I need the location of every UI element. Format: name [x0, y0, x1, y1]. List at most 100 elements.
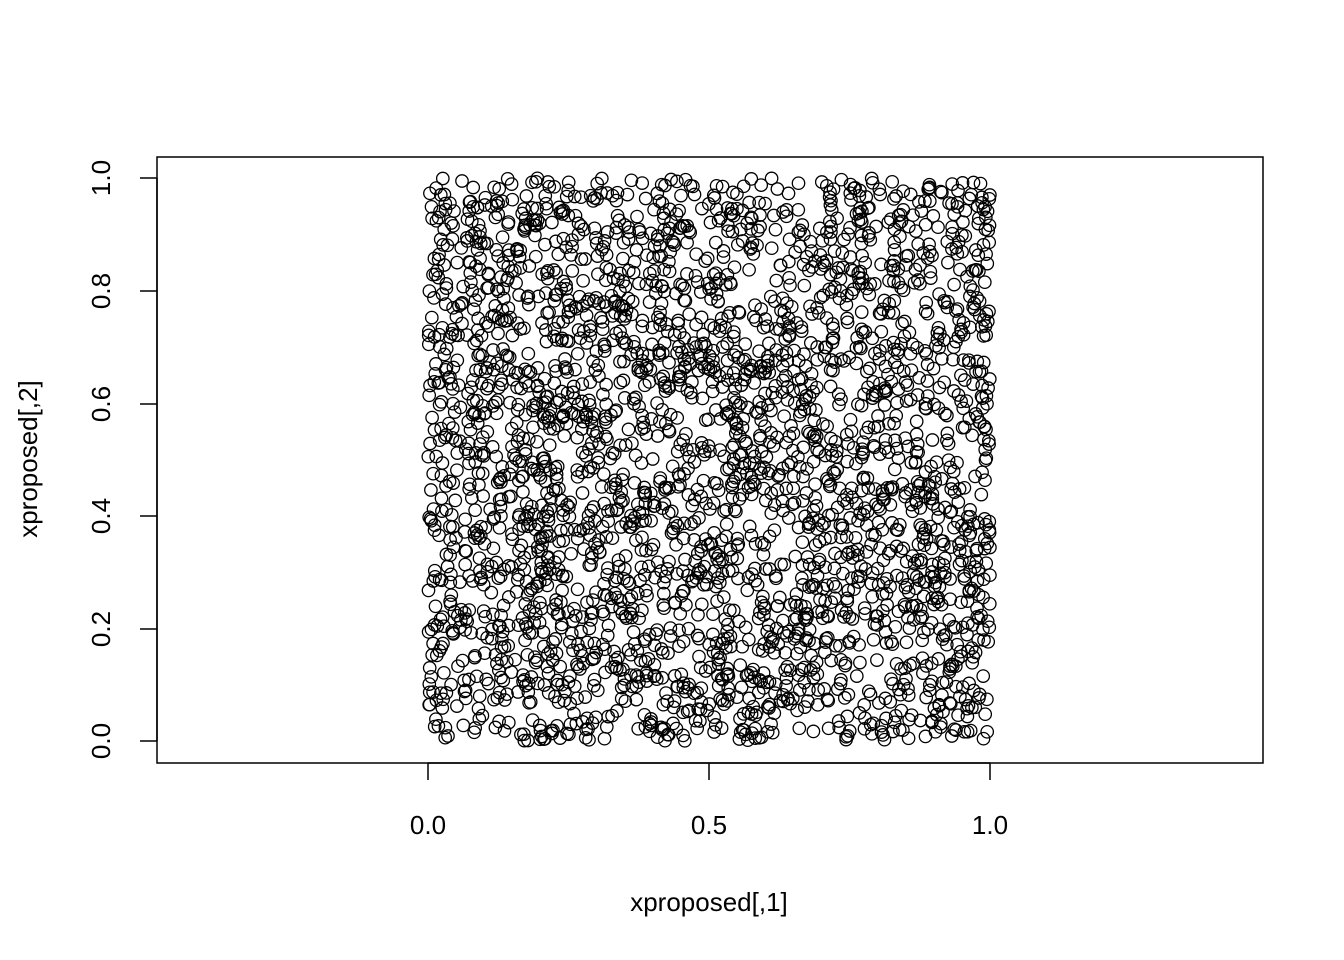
scatter-point [614, 485, 629, 499]
scatter-point [666, 525, 680, 539]
scatter-point [868, 482, 883, 496]
scatter-point [854, 305, 869, 319]
scatter-point [916, 589, 931, 604]
scatter-point [775, 494, 790, 509]
scatter-point [662, 254, 676, 269]
scatter-point [721, 667, 735, 681]
scatter-point [525, 455, 540, 470]
scatter-point [918, 465, 933, 479]
scatter-point [597, 295, 611, 309]
scatter-point [601, 561, 615, 575]
scatter-point [738, 337, 753, 351]
scatter-point [588, 536, 602, 551]
scatter-point [777, 557, 792, 572]
scatter-point [517, 673, 532, 687]
scatter-point [743, 479, 758, 493]
scatter-point [829, 449, 844, 464]
scatter-point [735, 639, 750, 654]
scatter-point [650, 232, 665, 247]
scatter-point [797, 278, 812, 293]
scatter-point [922, 479, 937, 493]
scatter-point [467, 650, 482, 665]
scatter-point [982, 218, 997, 233]
scatter-point [711, 657, 726, 672]
scatter-point [780, 659, 795, 674]
scatter-point [672, 339, 686, 354]
scatter-point [916, 666, 930, 681]
scatter-point [852, 270, 866, 285]
scatter-point [497, 693, 512, 707]
scatter-point [578, 690, 593, 704]
scatter-point [560, 386, 575, 400]
scatter-point [608, 404, 623, 419]
scatter-point [827, 244, 842, 258]
scatter-point [799, 249, 814, 264]
scatter-point [811, 605, 826, 619]
scatter-point [616, 571, 631, 586]
scatter-point [691, 607, 705, 622]
scatter-point [979, 517, 993, 532]
scatter-point [518, 617, 533, 631]
scatter-point [460, 614, 475, 629]
scatter-point [582, 558, 597, 573]
x-tick-label: 1.0 [972, 810, 1008, 840]
scatter-point [637, 378, 652, 393]
scatter-point [658, 416, 673, 431]
scatter-point [661, 727, 676, 742]
scatter-point [497, 468, 512, 483]
scatter-point [893, 687, 908, 702]
scatter-point [533, 723, 548, 738]
scatter-point [434, 686, 448, 701]
scatter-point [518, 407, 533, 422]
scatter-point [817, 349, 832, 364]
scatter-point [908, 224, 923, 238]
scatter-point [584, 415, 599, 430]
scatter-point [853, 569, 868, 584]
scatter-point [839, 732, 853, 747]
scatter-point [791, 520, 806, 535]
scatter-point [806, 384, 820, 399]
scatter-point [483, 502, 498, 517]
scatter-point [731, 571, 745, 586]
scatter-point [902, 621, 917, 635]
scatter-point [551, 418, 565, 433]
scatter-point [725, 550, 739, 565]
scatter-point [492, 472, 507, 487]
scatter-point [804, 648, 818, 663]
scatter-point [809, 499, 824, 513]
scatter-point [980, 256, 995, 271]
scatter-point [513, 322, 528, 336]
x-axis-title: xproposed[,1] [630, 887, 788, 917]
scatter-point [500, 313, 514, 328]
scatter-point [783, 597, 798, 612]
scatter-point [670, 411, 685, 425]
scatter-point [796, 578, 810, 592]
scatter-point [634, 560, 649, 575]
scatter-point [802, 426, 817, 441]
scatter-point [835, 246, 850, 260]
scatter-point [501, 270, 515, 285]
scatter-point [532, 718, 547, 733]
scatter-point [870, 653, 884, 667]
scatter-point [779, 209, 794, 224]
scatter-point [764, 403, 778, 418]
scatter-point [720, 624, 734, 639]
scatter-point [585, 410, 600, 424]
scatter-point [705, 384, 720, 399]
scatter-point [518, 597, 533, 611]
scatter-point [906, 656, 921, 671]
scatter-point [439, 277, 454, 291]
scatter-point [638, 634, 652, 649]
scatter-point [795, 218, 810, 232]
scatter-point [489, 242, 504, 257]
scatter-point [446, 218, 460, 233]
scatter-point [537, 416, 551, 431]
scatter-point [624, 173, 639, 188]
scatter-point [897, 314, 912, 329]
scatter-point [818, 340, 832, 355]
scatter-point [437, 187, 452, 202]
scatter-point [601, 618, 616, 633]
scatter-point [828, 638, 843, 653]
scatter-point [589, 344, 604, 359]
scatter-point [795, 535, 810, 550]
